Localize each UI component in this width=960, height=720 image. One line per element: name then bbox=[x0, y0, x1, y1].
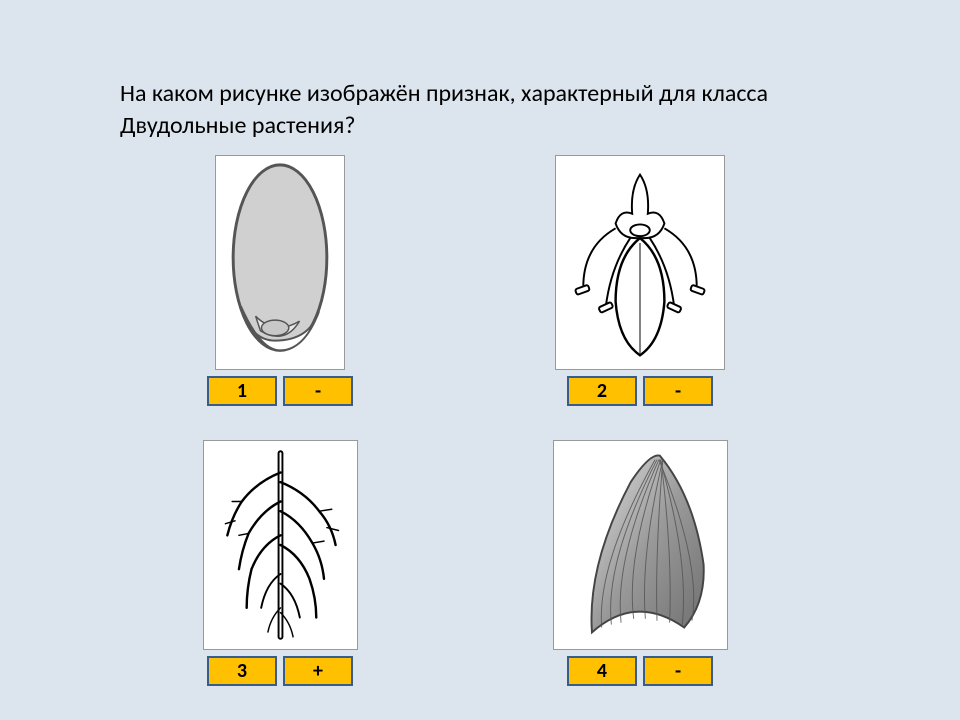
option-3-number-button[interactable]: 3 bbox=[207, 656, 277, 686]
option-3-image bbox=[203, 440, 358, 650]
option-2-result: - bbox=[643, 376, 713, 406]
option-4-result: - bbox=[643, 656, 713, 686]
option-3: 3 + bbox=[180, 440, 380, 686]
leaf-icon bbox=[558, 446, 723, 644]
option-4-number-button[interactable]: 4 bbox=[567, 656, 637, 686]
flower-icon bbox=[561, 160, 719, 365]
option-1-image bbox=[215, 155, 345, 370]
option-1-number-button[interactable]: 1 bbox=[207, 376, 277, 406]
option-4-image bbox=[553, 440, 728, 650]
seed-icon bbox=[221, 160, 339, 365]
option-1-result: - bbox=[283, 376, 353, 406]
option-3-result: + bbox=[283, 656, 353, 686]
option-2: 2 - bbox=[540, 155, 740, 406]
option-2-image bbox=[555, 155, 725, 370]
option-4: 4 - bbox=[540, 440, 740, 686]
taproot-icon bbox=[208, 446, 353, 644]
question-text: На каком рисунке изображён признак, хара… bbox=[120, 78, 840, 143]
option-1: 1 - bbox=[180, 155, 380, 406]
option-2-number-button[interactable]: 2 bbox=[567, 376, 637, 406]
